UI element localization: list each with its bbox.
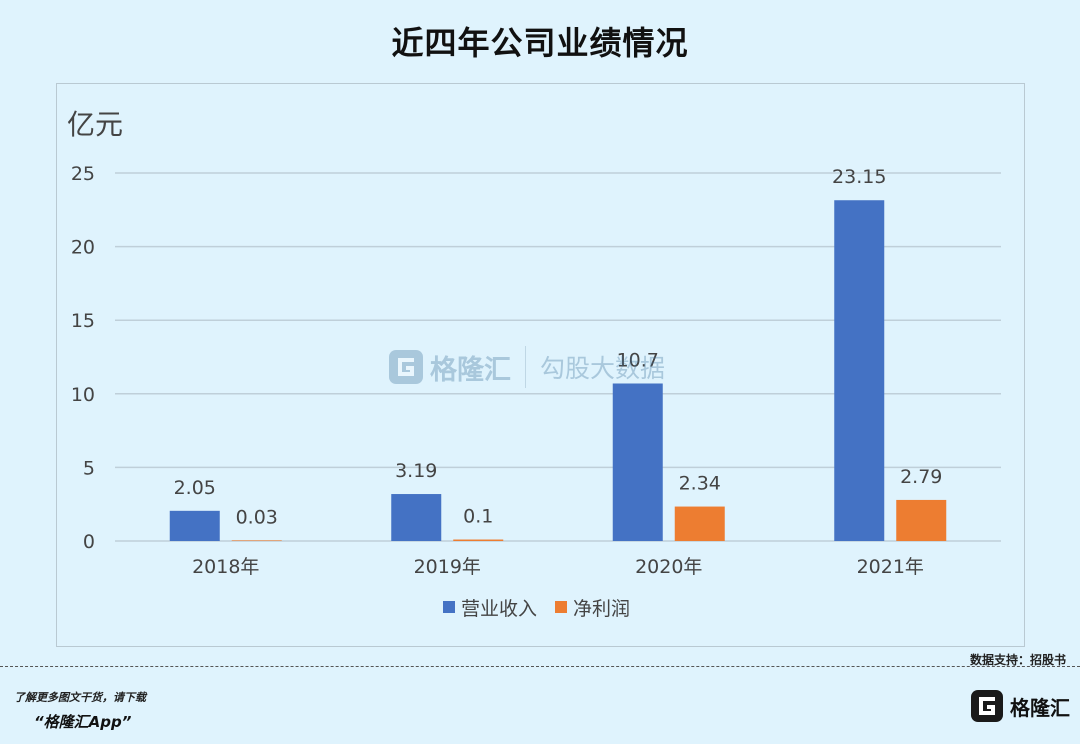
y-tick-label: 15	[71, 310, 95, 332]
data-label: 0.03	[236, 507, 278, 529]
legend-swatch	[555, 601, 567, 613]
bar-profit	[896, 499, 947, 541]
bar-profit	[453, 539, 504, 541]
bar-profit	[674, 506, 725, 541]
footer-logo: 格隆汇	[970, 689, 1070, 723]
x-tick-label: 2018年	[192, 556, 259, 578]
data-label: 0.1	[463, 506, 493, 528]
chart-title: 近四年公司业绩情况	[391, 24, 689, 62]
data-label: 23.15	[832, 166, 886, 188]
legend-label: 净利润	[573, 598, 630, 620]
promo-app-name: “格隆汇App”	[34, 713, 132, 731]
watermark: 格隆汇 勾股大数据	[388, 346, 665, 388]
bar-revenue	[834, 200, 885, 541]
promo-text: 了解更多图文干货，请下载	[14, 691, 146, 704]
brand-logo-icon	[971, 690, 1003, 722]
data-label: 3.19	[395, 460, 437, 482]
bar-profit	[231, 540, 282, 541]
chart-frame: 亿元 0 5 10 15 20 25 2.05 0.03 3.19 0.1 10.7 2.34 23.…	[56, 83, 1025, 647]
watermark-logo-icon	[389, 350, 423, 384]
source-note: 数据支持：招股书	[969, 653, 1066, 667]
bar-revenue	[169, 510, 220, 541]
watermark-separator	[525, 346, 526, 388]
y-tick-label: 20	[71, 237, 95, 259]
data-labels: 2.05 0.03 3.19 0.1 10.7 2.34 23.15 2.79	[174, 166, 943, 528]
x-tick-label: 2020年	[635, 556, 702, 578]
bars	[169, 200, 947, 541]
footer-divider	[0, 666, 1080, 667]
y-tick-label: 5	[83, 457, 95, 479]
y-tick-label: 10	[71, 384, 95, 406]
data-label: 2.05	[174, 477, 216, 499]
legend-label: 营业收入	[461, 598, 537, 620]
footer-logo-text: 格隆汇	[1010, 695, 1070, 720]
watermark-brand-2: 勾股大数据	[540, 354, 666, 383]
watermark-brand: 格隆汇	[430, 354, 511, 386]
x-tick-label: 2019年	[414, 556, 481, 578]
legend-swatch	[443, 601, 455, 613]
x-tick-label: 2021年	[857, 556, 924, 578]
x-tick-labels: 2018年 2019年 2020年 2021年	[192, 556, 924, 578]
bar-revenue	[391, 494, 442, 541]
y-tick-label: 0	[83, 531, 95, 553]
data-label: 2.34	[679, 473, 721, 495]
bar-chart: 亿元 0 5 10 15 20 25 2.05 0.03 3.19 0.1 10.7 2.34 23.…	[67, 108, 1001, 620]
y-tick-labels: 0 5 10 15 20 25	[71, 163, 95, 553]
data-label: 2.79	[900, 466, 942, 488]
y-tick-label: 25	[71, 163, 95, 185]
data-label: 10.7	[617, 349, 659, 371]
legend: 营业收入 净利润	[443, 598, 630, 620]
y-axis-unit-label: 亿元	[67, 108, 123, 141]
bar-revenue	[612, 383, 663, 541]
